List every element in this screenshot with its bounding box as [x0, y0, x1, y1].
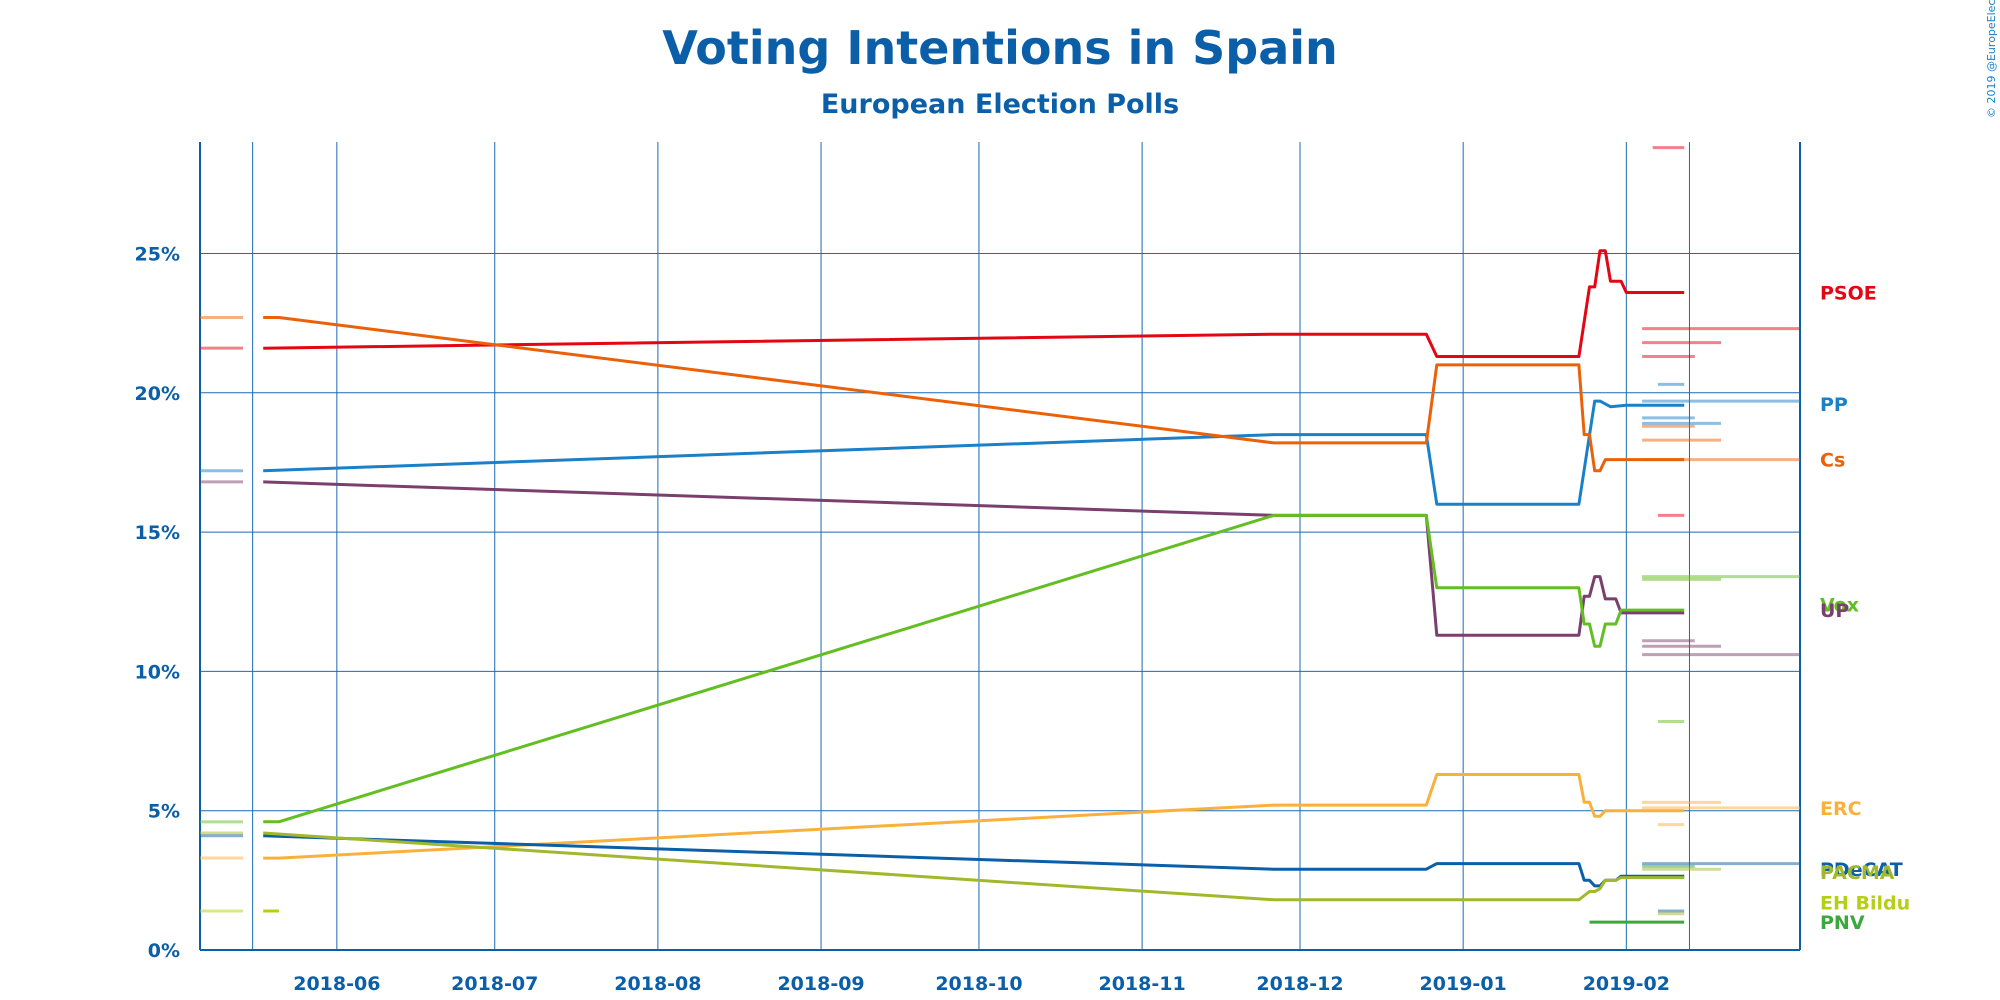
party-series-lines: [263, 249, 1685, 924]
x-axis-tick-labels: 2018-06 2018-07 2018-08 2018-09 2018-10 2018-…: [293, 973, 1670, 995]
series-line-cs: [263, 316, 1685, 473]
x-tick-label: 2018-12: [1256, 973, 1343, 995]
grid-lines: [200, 142, 1800, 951]
party-label-pnv: PNV: [1820, 912, 1865, 934]
party-label-pdecat: PDeCAT: [1820, 859, 1903, 881]
initial-value-marks: [200, 316, 243, 913]
x-tick-label: 2019-02: [1583, 973, 1670, 995]
y-tick-label: 5%: [148, 801, 180, 823]
series-line-pp: [263, 399, 1685, 506]
copyright-note: © 2019 @EuropeElects: [1985, 0, 1998, 118]
chart-title: Voting Intentions in Spain: [662, 21, 1338, 75]
series-line-pacma: [263, 831, 1685, 902]
y-tick-label: 10%: [135, 661, 180, 683]
x-tick-label: 2018-08: [614, 973, 701, 995]
x-tick-label: 2018-09: [777, 973, 864, 995]
y-tick-label: 25%: [135, 243, 180, 265]
party-label-eh-bildu: EH Bildu: [1820, 893, 1910, 915]
party-label-vox: Vox: [1820, 595, 1859, 617]
y-tick-label: 20%: [135, 383, 180, 405]
series-line-psoe: [263, 249, 1685, 358]
plot-axes: [199, 142, 1801, 951]
x-tick-label: 2019-01: [1420, 973, 1507, 995]
series-line-erc: [263, 773, 1685, 860]
chart-subtitle: European Election Polls: [821, 89, 1179, 120]
party-label-pacma: PACMA: [1820, 862, 1895, 884]
x-tick-label: 2018-11: [1098, 973, 1185, 995]
series-line-vox: [263, 513, 1685, 824]
x-tick-label: 2018-07: [451, 973, 538, 995]
x-tick-label: 2018-10: [935, 973, 1022, 995]
y-tick-label: 0%: [148, 940, 180, 962]
party-label-erc: ERC: [1820, 798, 1862, 820]
series-line-pdecat: [263, 834, 1685, 888]
x-tick-label: 2018-06: [293, 973, 380, 995]
party-label-up: UP: [1820, 600, 1849, 622]
party-label-cs: Cs: [1820, 450, 1845, 472]
y-tick-label: 15%: [135, 522, 180, 544]
party-label-pp: PP: [1820, 394, 1848, 416]
party-label-psoe: PSOE: [1820, 282, 1877, 304]
recent-poll-marks: [1642, 146, 1800, 916]
y-axis-tick-labels: 0% 5% 10% 15% 20% 25%: [135, 243, 180, 962]
